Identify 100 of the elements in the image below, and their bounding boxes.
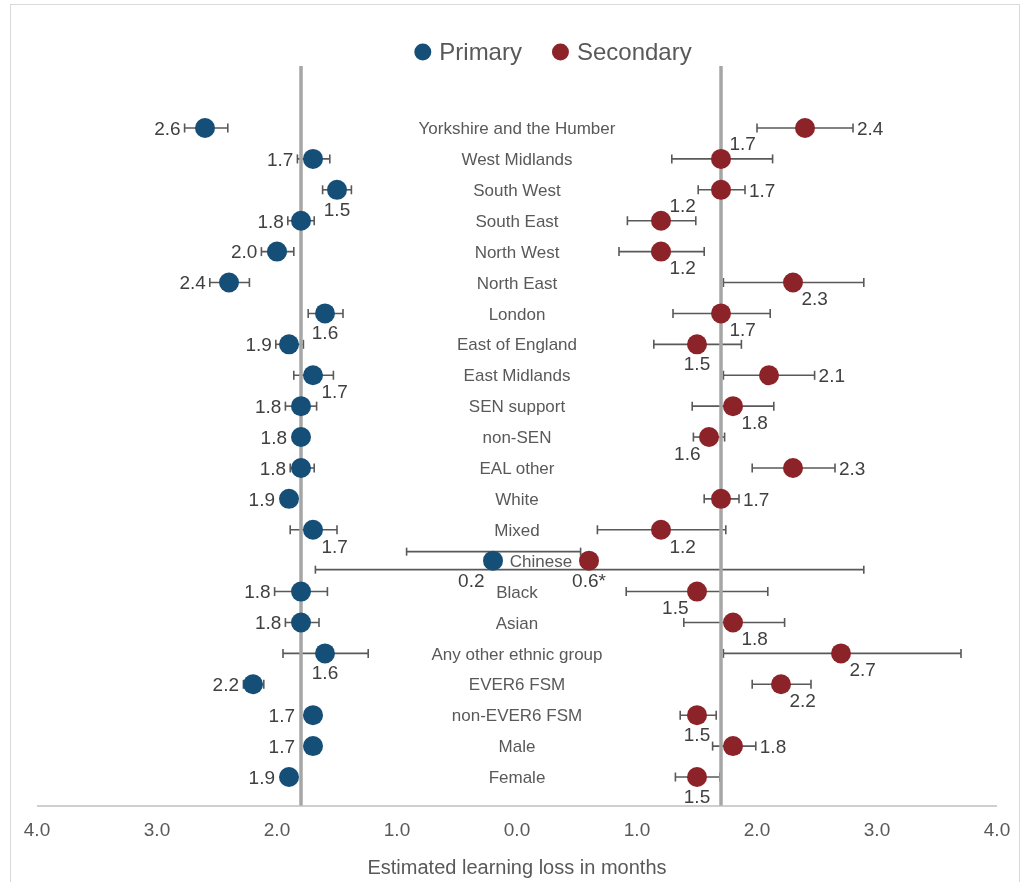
data-label: 1.8	[260, 426, 287, 448]
y-tick-label: Mixed	[494, 520, 540, 540]
y-tick-label: EAL other	[479, 459, 555, 479]
point	[651, 519, 671, 540]
point	[651, 210, 671, 231]
data-label: 1.8	[254, 612, 282, 634]
point	[651, 241, 671, 262]
data-label: 1.9	[248, 488, 275, 510]
data-label: 2.1	[818, 365, 846, 387]
point	[687, 334, 707, 355]
data-label: 1.5	[662, 597, 689, 619]
x-tick-label: 3.0	[143, 819, 171, 840]
data-label: 1.7	[729, 319, 756, 341]
y-tick-label: non-SEN	[482, 428, 552, 448]
point	[291, 427, 311, 448]
data-label: 1.8	[759, 735, 787, 757]
point	[303, 736, 323, 757]
y-tick-label: South West	[473, 180, 562, 200]
point	[723, 396, 743, 417]
point	[711, 488, 731, 509]
data-label: 1.8	[741, 628, 768, 650]
data-label: 1.9	[245, 334, 272, 356]
point	[687, 705, 707, 726]
point	[711, 179, 731, 200]
data-label: 2.3	[839, 457, 866, 479]
point	[699, 427, 719, 448]
legend-label: Secondary	[576, 38, 692, 66]
data-label: 1.7	[743, 488, 770, 510]
x-tick-label: 4.0	[23, 819, 51, 840]
data-label: 1.8	[257, 210, 284, 232]
data-label: 2.0	[230, 241, 258, 263]
data-label: 1.5	[683, 724, 711, 746]
point	[303, 519, 323, 540]
point	[291, 396, 311, 417]
y-tick-label: South East	[475, 211, 559, 231]
data-label: 1.8	[254, 395, 282, 417]
point	[291, 457, 311, 478]
y-tick-label: EVER6 FSM	[468, 675, 566, 695]
point	[195, 118, 215, 138]
point	[795, 118, 815, 138]
point	[267, 241, 287, 262]
data-label: 2.6	[154, 117, 181, 139]
y-tick-label: Asian	[495, 613, 539, 633]
x-tick-label: 1.0	[383, 819, 411, 840]
point	[243, 674, 263, 695]
point	[783, 457, 803, 478]
y-tick-label: West Midlands	[461, 150, 573, 170]
point	[291, 612, 311, 633]
y-tick-label: North East	[476, 273, 558, 293]
data-label: 1.8	[259, 457, 287, 479]
data-label: 2.4	[179, 272, 207, 294]
legend-label: Primary	[439, 38, 522, 66]
data-label: 0.2	[458, 570, 485, 592]
y-tick-label: White	[495, 489, 539, 509]
data-label: 1.5	[683, 785, 711, 807]
point	[771, 674, 791, 695]
point	[579, 550, 599, 571]
data-label: 1.2	[669, 535, 696, 557]
data-label: 1.8	[741, 412, 768, 434]
data-label: 1.7	[268, 735, 295, 757]
point	[291, 581, 311, 602]
point	[759, 365, 779, 386]
point	[291, 210, 311, 231]
y-tick-label: Female	[488, 768, 546, 788]
y-tick-label: Male	[498, 737, 536, 757]
data-label: 1.7	[321, 381, 348, 403]
point	[687, 767, 707, 787]
point	[315, 303, 335, 324]
point	[279, 488, 299, 509]
point	[483, 550, 503, 571]
data-label: 1.6	[674, 442, 701, 464]
data-label: 1.2	[669, 194, 696, 216]
point	[723, 736, 743, 757]
data-label: 1.5	[683, 353, 711, 375]
data-label: 2.2	[212, 674, 239, 696]
data-label: 1.7	[729, 132, 756, 154]
point	[711, 148, 731, 169]
data-label: 0.6*	[572, 570, 607, 592]
data-label: 1.6	[311, 322, 339, 344]
data-label: 1.2	[669, 257, 696, 279]
y-tick-label: London	[488, 304, 546, 324]
data-label: 2.2	[789, 690, 816, 712]
data-label: 2.7	[849, 659, 876, 681]
y-tick-label: East of England	[456, 335, 578, 355]
data-label: 2.3	[801, 288, 828, 310]
point	[327, 179, 347, 200]
data-label: 1.8	[244, 581, 271, 603]
y-tick-label: Chinese	[509, 551, 573, 571]
point	[831, 643, 851, 664]
x-axis-title: Estimated learning loss in months	[367, 856, 667, 878]
data-label: 1.7	[749, 179, 776, 201]
data-label: 1.7	[266, 148, 294, 170]
point	[303, 705, 323, 726]
point	[723, 612, 743, 633]
y-tick-label: Yorkshire and the Humber	[418, 119, 616, 139]
data-label: 1.9	[248, 766, 275, 788]
y-tick-label: Any other ethnic group	[431, 644, 603, 664]
data-label: 1.6	[311, 662, 339, 684]
y-tick-label: Black	[496, 582, 539, 602]
data-label: 1.7	[321, 535, 348, 557]
